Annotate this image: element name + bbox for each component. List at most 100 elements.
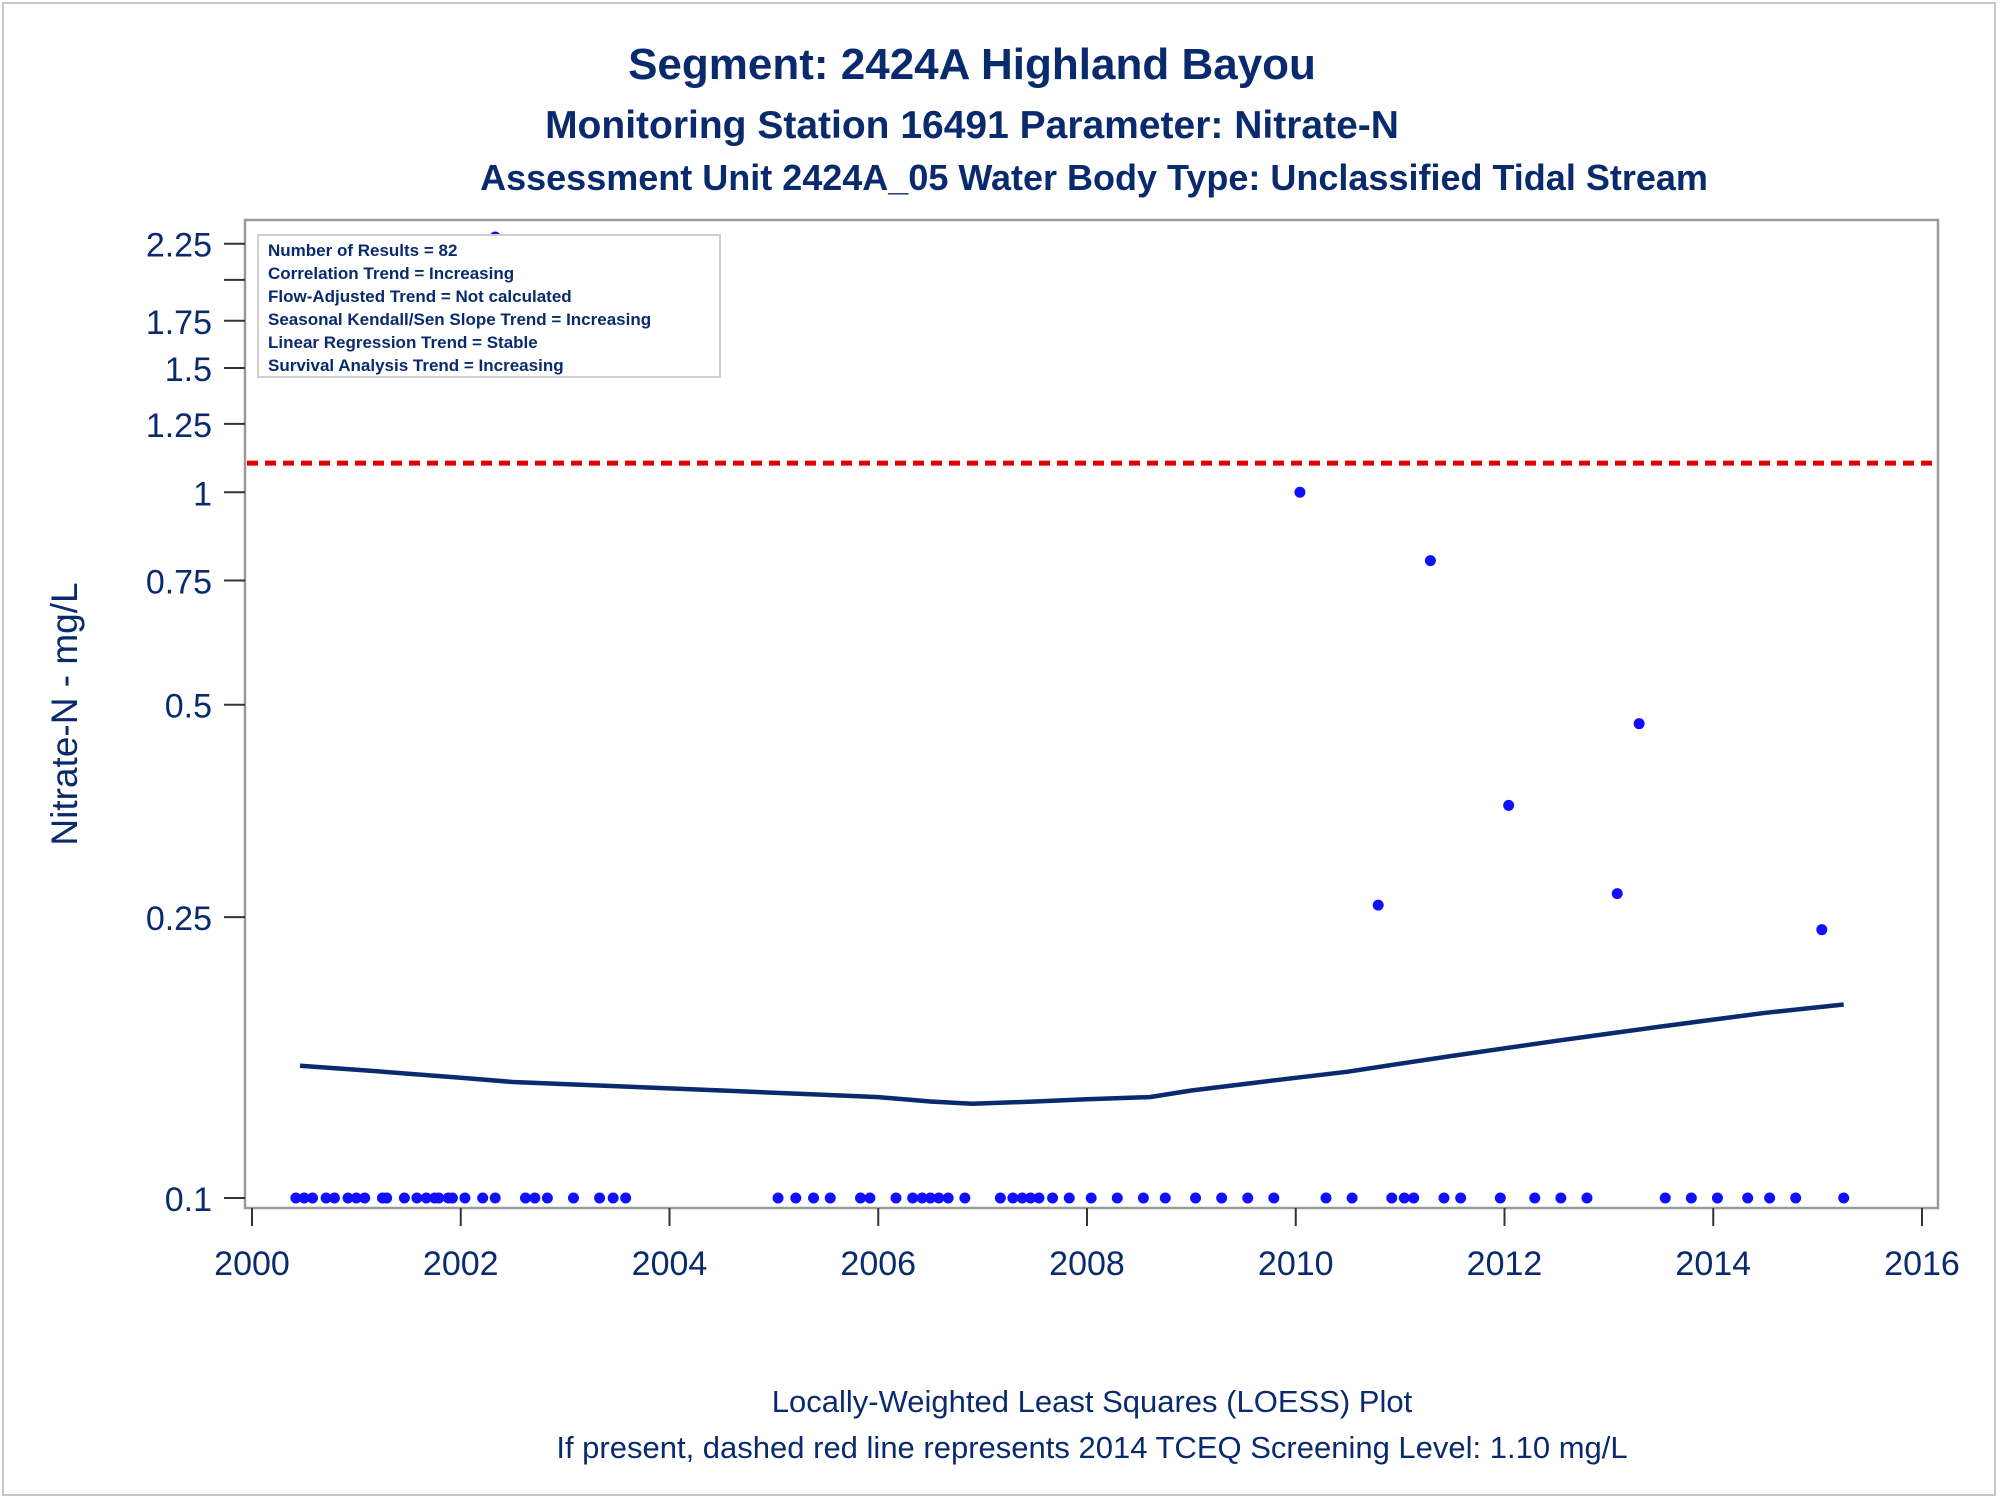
footnote-loess: Locally-Weighted Least Squares (LOESS) P… [772,1384,1413,1419]
data-point [924,1192,936,1204]
data-point [328,1192,340,1204]
data-point [1398,1192,1410,1204]
data-point [1190,1192,1202,1204]
data-point [1659,1192,1671,1204]
data-point [541,1192,553,1204]
y-tick-label: 0.25 [146,900,212,938]
data-point [1159,1192,1171,1204]
data-point [824,1192,836,1204]
data-point [1633,718,1645,730]
chart-subtitle-2: Assessment Unit 2424A_05 Water Body Type… [480,157,1708,198]
data-point [1216,1192,1228,1204]
legend-line: Flow-Adjusted Trend = Not calculated [268,287,572,306]
data-point [1711,1192,1723,1204]
data-point [790,1192,802,1204]
x-tick-label: 2014 [1675,1245,1751,1283]
y-tick-label: 0.75 [146,563,212,601]
data-point [1386,1192,1398,1204]
data-point [1268,1192,1280,1204]
data-point [1529,1192,1541,1204]
data-point [359,1192,371,1204]
data-point [1047,1192,1059,1204]
data-point [1816,924,1828,936]
y-tick-label: 2.25 [146,227,212,265]
data-point [1007,1192,1019,1204]
legend: Number of Results = 82 Correlation Trend… [257,234,721,378]
data-point [1611,888,1623,900]
data-point [1408,1192,1420,1204]
data-point [307,1192,319,1204]
data-point [607,1192,619,1204]
plot-frame [243,218,1940,1210]
data-point [1838,1192,1850,1204]
data-point [519,1192,531,1204]
data-point [1438,1192,1450,1204]
data-point [1294,486,1306,498]
data-point [1242,1192,1254,1204]
x-tick-label: 2004 [632,1245,708,1283]
data-point [320,1192,332,1204]
plot-area [243,218,1940,1210]
x-tick-label: 2012 [1467,1245,1543,1283]
data-point [620,1192,632,1204]
legend-line: Survival Analysis Trend = Increasing [268,356,564,375]
data-point [942,1192,954,1204]
data-point [1790,1192,1802,1204]
x-tick-label: 2010 [1258,1245,1334,1283]
x-tick-label: 2006 [840,1245,916,1283]
data-point [1372,899,1384,911]
data-point [398,1192,410,1204]
chart-title: Segment: 2424A Highland Bayou [628,40,1316,89]
data-point [808,1192,820,1204]
legend-line: Linear Regression Trend = Stable [268,333,538,352]
data-point [959,1192,971,1204]
data-point [1346,1192,1358,1204]
data-point [411,1192,423,1204]
loess-layer [299,1002,1844,1107]
data-point [1033,1192,1045,1204]
x-tick-label: 2000 [214,1245,290,1283]
data-point [1455,1192,1467,1204]
x-tick-label: 2016 [1884,1245,1960,1283]
data-point [1503,799,1515,811]
legend-line: Correlation Trend = Increasing [268,264,514,283]
data-point [907,1192,919,1204]
data-point [772,1192,784,1204]
data-point [1424,555,1436,567]
legend-line: Number of Results = 82 [268,241,457,260]
data-point [381,1192,393,1204]
y-tick-label: 1 [193,475,212,513]
data-point [594,1192,606,1204]
data-point [477,1192,489,1204]
y-tick-label: 0.5 [165,688,212,726]
data-point [1016,1192,1028,1204]
data-point [529,1192,541,1204]
data-point [890,1192,902,1204]
data-point [1111,1192,1123,1204]
data-point [1764,1192,1776,1204]
y-axis-label: Nitrate-N - mg/L [44,582,85,845]
chart-subtitle: Monitoring Station 16491 Parameter: Nitr… [545,104,1399,147]
data-point [864,1192,876,1204]
data-point [298,1192,310,1204]
loess-curve [299,1002,1844,1107]
y-axis: 0.1 0.25 0.5 0.75 1 1.25 1.5 1.75 2.25 [146,227,245,1219]
data-point [1685,1192,1697,1204]
data-point [446,1192,458,1204]
data-point [420,1192,432,1204]
data-point [1581,1192,1593,1204]
data-point [350,1192,362,1204]
data-point [489,1192,501,1204]
data-point [1742,1192,1754,1204]
y-tick-label: 1.25 [146,407,212,445]
legend-line: Seasonal Kendall/Sen Slope Trend = Incre… [268,310,651,329]
data-point [433,1192,445,1204]
y-tick-label: 1.5 [165,351,212,389]
data-point [1137,1192,1149,1204]
data-point [994,1192,1006,1204]
data-point [567,1192,579,1204]
data-point [342,1192,354,1204]
data-point [459,1192,471,1204]
